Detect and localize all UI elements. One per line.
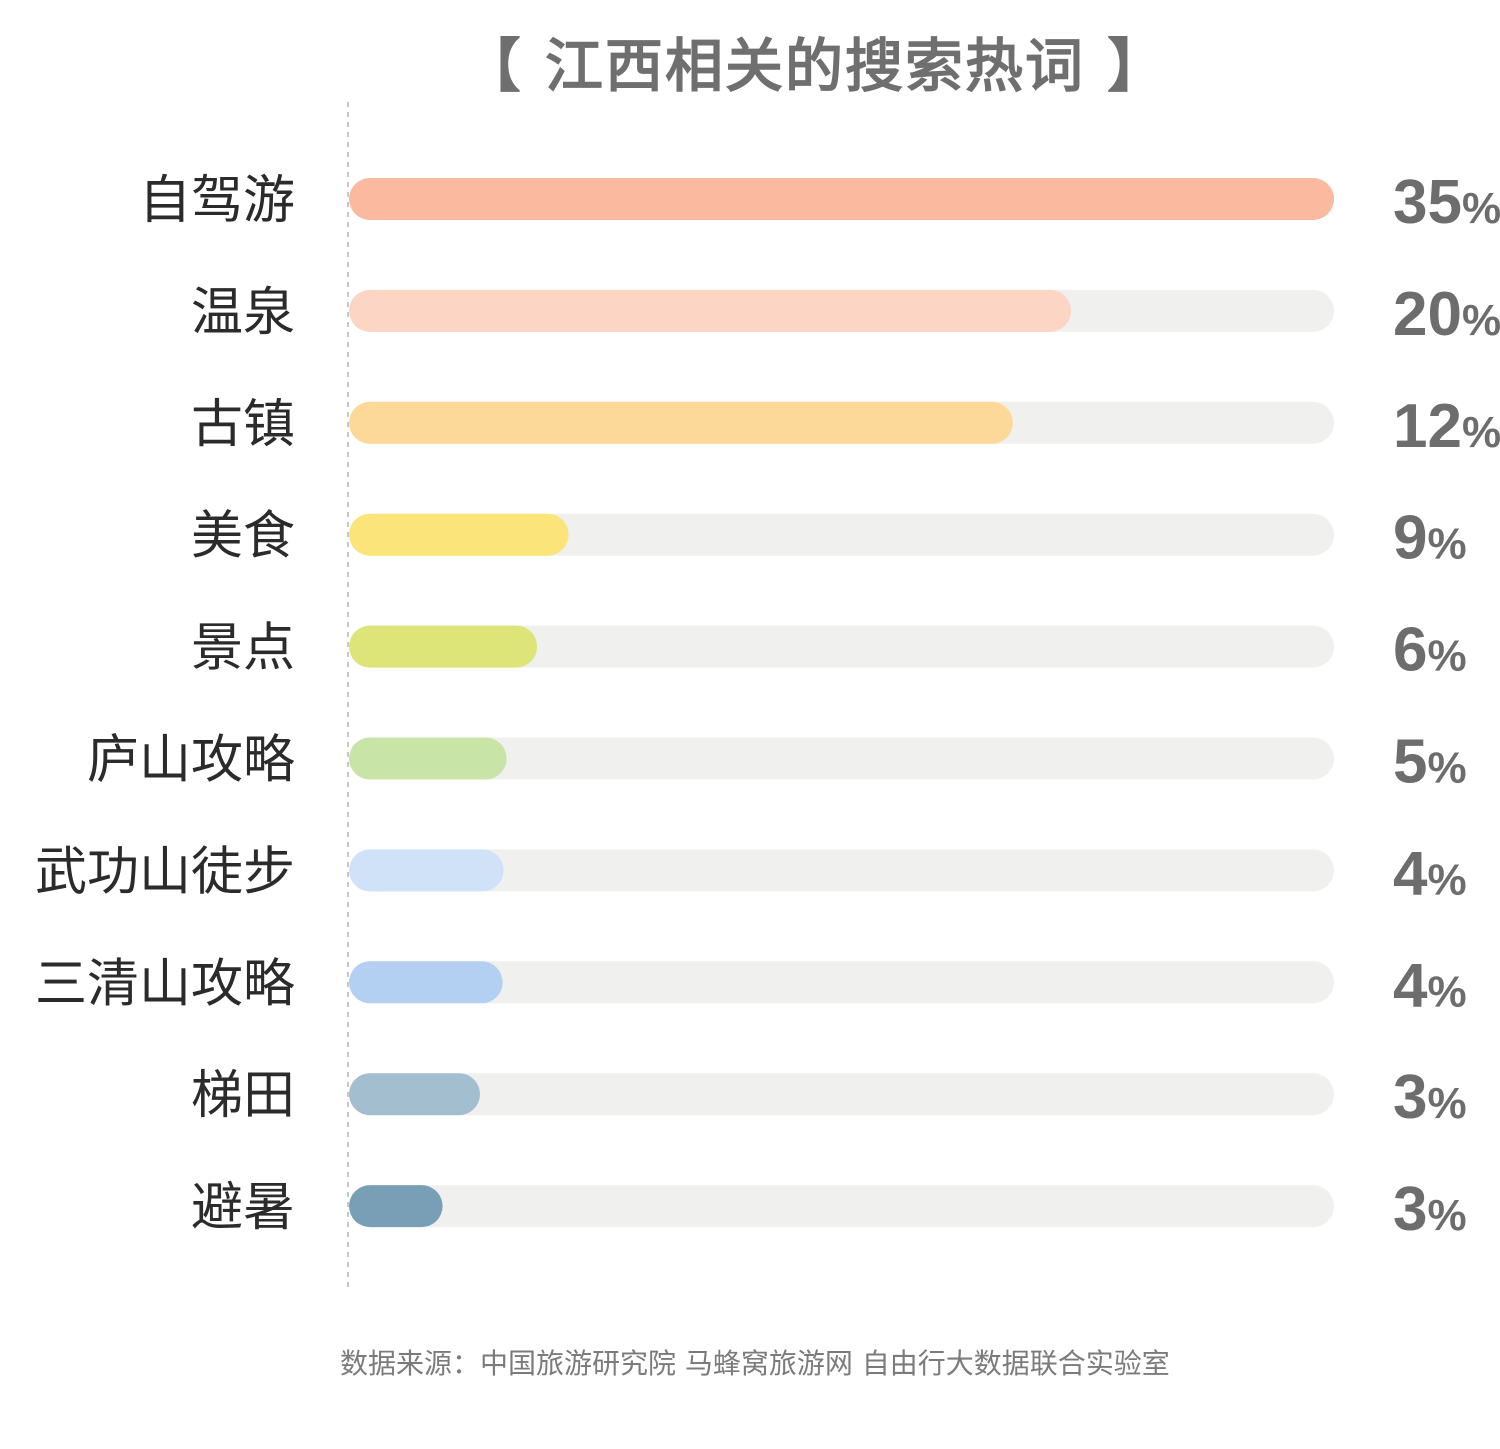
value-label: 12%: [1393, 392, 1500, 461]
bar-track: [349, 1073, 1334, 1116]
bar-track: [349, 737, 1334, 780]
value-label: 4%: [1393, 951, 1467, 1020]
category-label: 古镇: [191, 395, 295, 455]
category-label: 梯田: [191, 1066, 295, 1126]
value-label: 5%: [1393, 728, 1467, 797]
category-label: 避暑: [191, 1178, 295, 1238]
bar: [349, 625, 538, 668]
bar-track: [349, 1185, 1334, 1228]
bar-track: [349, 849, 1334, 892]
bar: [349, 513, 569, 556]
bar: [349, 1185, 443, 1228]
value-label: 4%: [1393, 839, 1467, 908]
bar: [349, 1073, 481, 1116]
value-label: 3%: [1393, 1063, 1467, 1132]
bar-track: [349, 961, 1334, 1004]
category-label: 武功山徒步: [35, 842, 295, 902]
value-label: 3%: [1393, 1175, 1467, 1244]
bar-track: [349, 513, 1334, 556]
source-note: 数据来源：中国旅游研究院 马蜂窝旅游网 自由行大数据联合实验室: [340, 1347, 1170, 1380]
category-label: 自驾游: [139, 171, 295, 231]
category-label: 三清山攻略: [35, 954, 295, 1014]
bar-track: [349, 625, 1334, 668]
category-label: 美食: [191, 507, 295, 567]
value-label: 9%: [1393, 504, 1467, 573]
category-label: 温泉: [191, 283, 295, 343]
bar: [349, 961, 503, 1004]
bar: [349, 401, 1013, 444]
bar: [349, 737, 507, 780]
bar: [349, 178, 1334, 220]
value-label: 6%: [1393, 616, 1467, 685]
value-label: 20%: [1393, 280, 1500, 349]
value-label: 35%: [1393, 168, 1500, 237]
bar: [349, 849, 504, 892]
category-label: 庐山攻略: [87, 731, 295, 791]
category-label: 景点: [191, 619, 295, 679]
bar: [349, 289, 1072, 332]
chart-title: 【 江西相关的搜索热词 】: [462, 32, 1168, 100]
